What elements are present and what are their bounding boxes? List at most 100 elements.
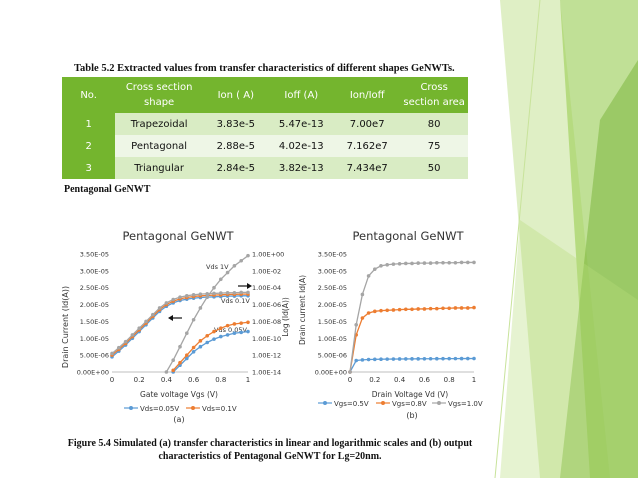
chart-b-series-point — [360, 292, 365, 297]
cell: 3.82e-13 — [268, 157, 335, 179]
chart-b-series-point — [404, 261, 408, 266]
chart-a-series-point — [239, 258, 243, 263]
chart-b-series-point — [459, 306, 464, 310]
chart-a-series-point — [232, 322, 237, 326]
chart-b-series-point — [354, 358, 358, 363]
chart-b-series-point — [441, 306, 445, 311]
chart-b-series-point — [360, 358, 365, 362]
cell: 80 — [400, 113, 468, 135]
chart-a-series-point — [246, 329, 250, 334]
chart-a-series-point — [185, 356, 189, 361]
chart-b-x-tick-label: 0.4 — [394, 376, 406, 384]
chart-a-series-point — [225, 323, 230, 328]
chart-b-series-point — [472, 260, 476, 265]
chart-b-series-point — [422, 261, 427, 265]
chart-b-series-point — [366, 274, 371, 278]
chart-a-series-point — [185, 353, 189, 357]
table-header-row: No. Cross section shape Ion ( A) Ioff (A… — [62, 77, 468, 113]
chart-b-legend-1: Vgs=0.5V — [334, 400, 369, 408]
chart-b-series-point — [447, 356, 451, 361]
chart-b-series-point — [453, 306, 458, 310]
deco-shape-4 — [500, 220, 638, 478]
header-shape: Cross section shape — [115, 77, 203, 113]
chart-b-x-tick-label: 0 — [348, 376, 352, 384]
chart-b-series-point — [385, 357, 389, 361]
chart-a-series-point — [185, 331, 189, 336]
chart-b-series-point — [459, 356, 464, 361]
cell: 1 — [62, 113, 116, 135]
chart-a-series-point — [130, 333, 135, 337]
chart-a-y2-tick-label: 1.00E-04 — [252, 284, 281, 292]
chart-b-series-point — [459, 260, 464, 265]
chart-b-xlabel: Drain Voltage Vd (V) — [372, 390, 449, 399]
chart-a-annot-2: Vds 0.1V — [221, 297, 250, 305]
chart-b-series-point — [466, 306, 470, 310]
chart-a-series-point — [198, 344, 203, 349]
cell: 2.88e-5 — [203, 135, 269, 157]
chart-a-series-point — [151, 312, 155, 317]
cell: 5.47e-13 — [268, 113, 335, 135]
deco-line — [494, 0, 541, 478]
chart-b-series-point — [379, 308, 383, 313]
chart-b-series-point — [428, 356, 433, 361]
chart-a-arrow-left — [168, 315, 182, 321]
table-row: 2 Pentagonal 2.88e-5 4.02e-13 7.162e7 75 — [62, 135, 468, 157]
transfer-characteristics-chart: Pentagonal GeNWT Drain Current (Id(A)) L… — [61, 229, 290, 424]
chart-a-y2-tick-label: 1.00E-08 — [252, 318, 281, 326]
chart-b-series-point — [373, 267, 377, 271]
chart-b-series-point — [410, 357, 414, 361]
chart-a-series-point — [239, 290, 243, 295]
chart-a-series-point — [212, 337, 216, 341]
chart-a-x-tick-label: 0.6 — [188, 376, 200, 384]
chart-a-series-point — [246, 320, 250, 325]
chart-a-series-point — [191, 349, 196, 354]
chart-a-series-point — [225, 290, 230, 295]
chart-a-series-point — [191, 317, 196, 322]
chart-b-legend: Vgs=0.5V Vgs=0.8V Vgs=1.0V — [318, 400, 483, 408]
chart-a-annot-3: Vds 0.05V — [214, 326, 247, 334]
chart-b-ylabel: Drain current Id(A) — [298, 275, 307, 345]
chart-a-series-point — [171, 368, 175, 373]
chart-b-series-point — [373, 357, 377, 362]
header-no: No. — [62, 77, 116, 113]
chart-b-y-tick-label: 3.50E-05 — [318, 251, 347, 259]
chart-b-y-tick-label: 5.00E-06 — [318, 352, 347, 360]
header-area: Cross section area — [400, 77, 468, 113]
header-ioff: Ioff (A) — [268, 77, 335, 113]
chart-a-series-point — [144, 319, 148, 324]
chart-b-series-point — [397, 261, 402, 266]
chart-b-series-line-2 — [349, 261, 474, 373]
table-row: 3 Triangular 2.84e-5 3.82e-13 7.434e7 50 — [62, 157, 468, 179]
chart-a-series-point — [246, 290, 250, 295]
chart-a-y-tick-label: 2.00E-05 — [80, 301, 109, 309]
chart-b-series-point — [391, 357, 396, 361]
chart-b-series-point — [397, 307, 402, 312]
chart-b-series-point — [391, 262, 396, 266]
chart-b-series-point — [453, 356, 458, 361]
chart-a-series-point — [191, 345, 196, 350]
chart-b-series-point — [385, 308, 389, 313]
chart-a-x-tick-label: 0.8 — [215, 376, 226, 384]
chart-a-series-point — [178, 295, 182, 299]
chart-a-series-point — [191, 292, 196, 297]
chart-a-series-point — [198, 339, 203, 343]
chart-b-series-point — [410, 307, 414, 312]
chart-b-y-tick-label: 0.00E+00 — [315, 369, 347, 377]
chart-b-series-point — [416, 357, 420, 361]
chart-b-series-point — [472, 356, 476, 361]
deco-shape-3 — [560, 60, 638, 478]
cell: Trapezoidal — [115, 113, 203, 135]
chart-b-x-tick-label: 0.6 — [419, 376, 431, 384]
cell: Triangular — [115, 157, 203, 179]
chart-b-title: Pentagonal GeNWT — [353, 229, 465, 243]
chart-b-x-tick-label: 0.8 — [444, 376, 455, 384]
chart-a-series-line-5 — [165, 255, 249, 373]
chart-a-series-point — [232, 331, 237, 336]
chart-a-series-point — [212, 285, 216, 290]
chart-a-x-tick-label: 0.2 — [134, 376, 145, 384]
chart-a-x-tick-label: 1 — [246, 376, 250, 384]
chart-a-series-point — [198, 292, 203, 296]
chart-a-series-point — [178, 344, 182, 349]
chart-b-series-point — [348, 370, 352, 374]
chart-a-y-tick-label: 1.00E-05 — [80, 335, 109, 343]
